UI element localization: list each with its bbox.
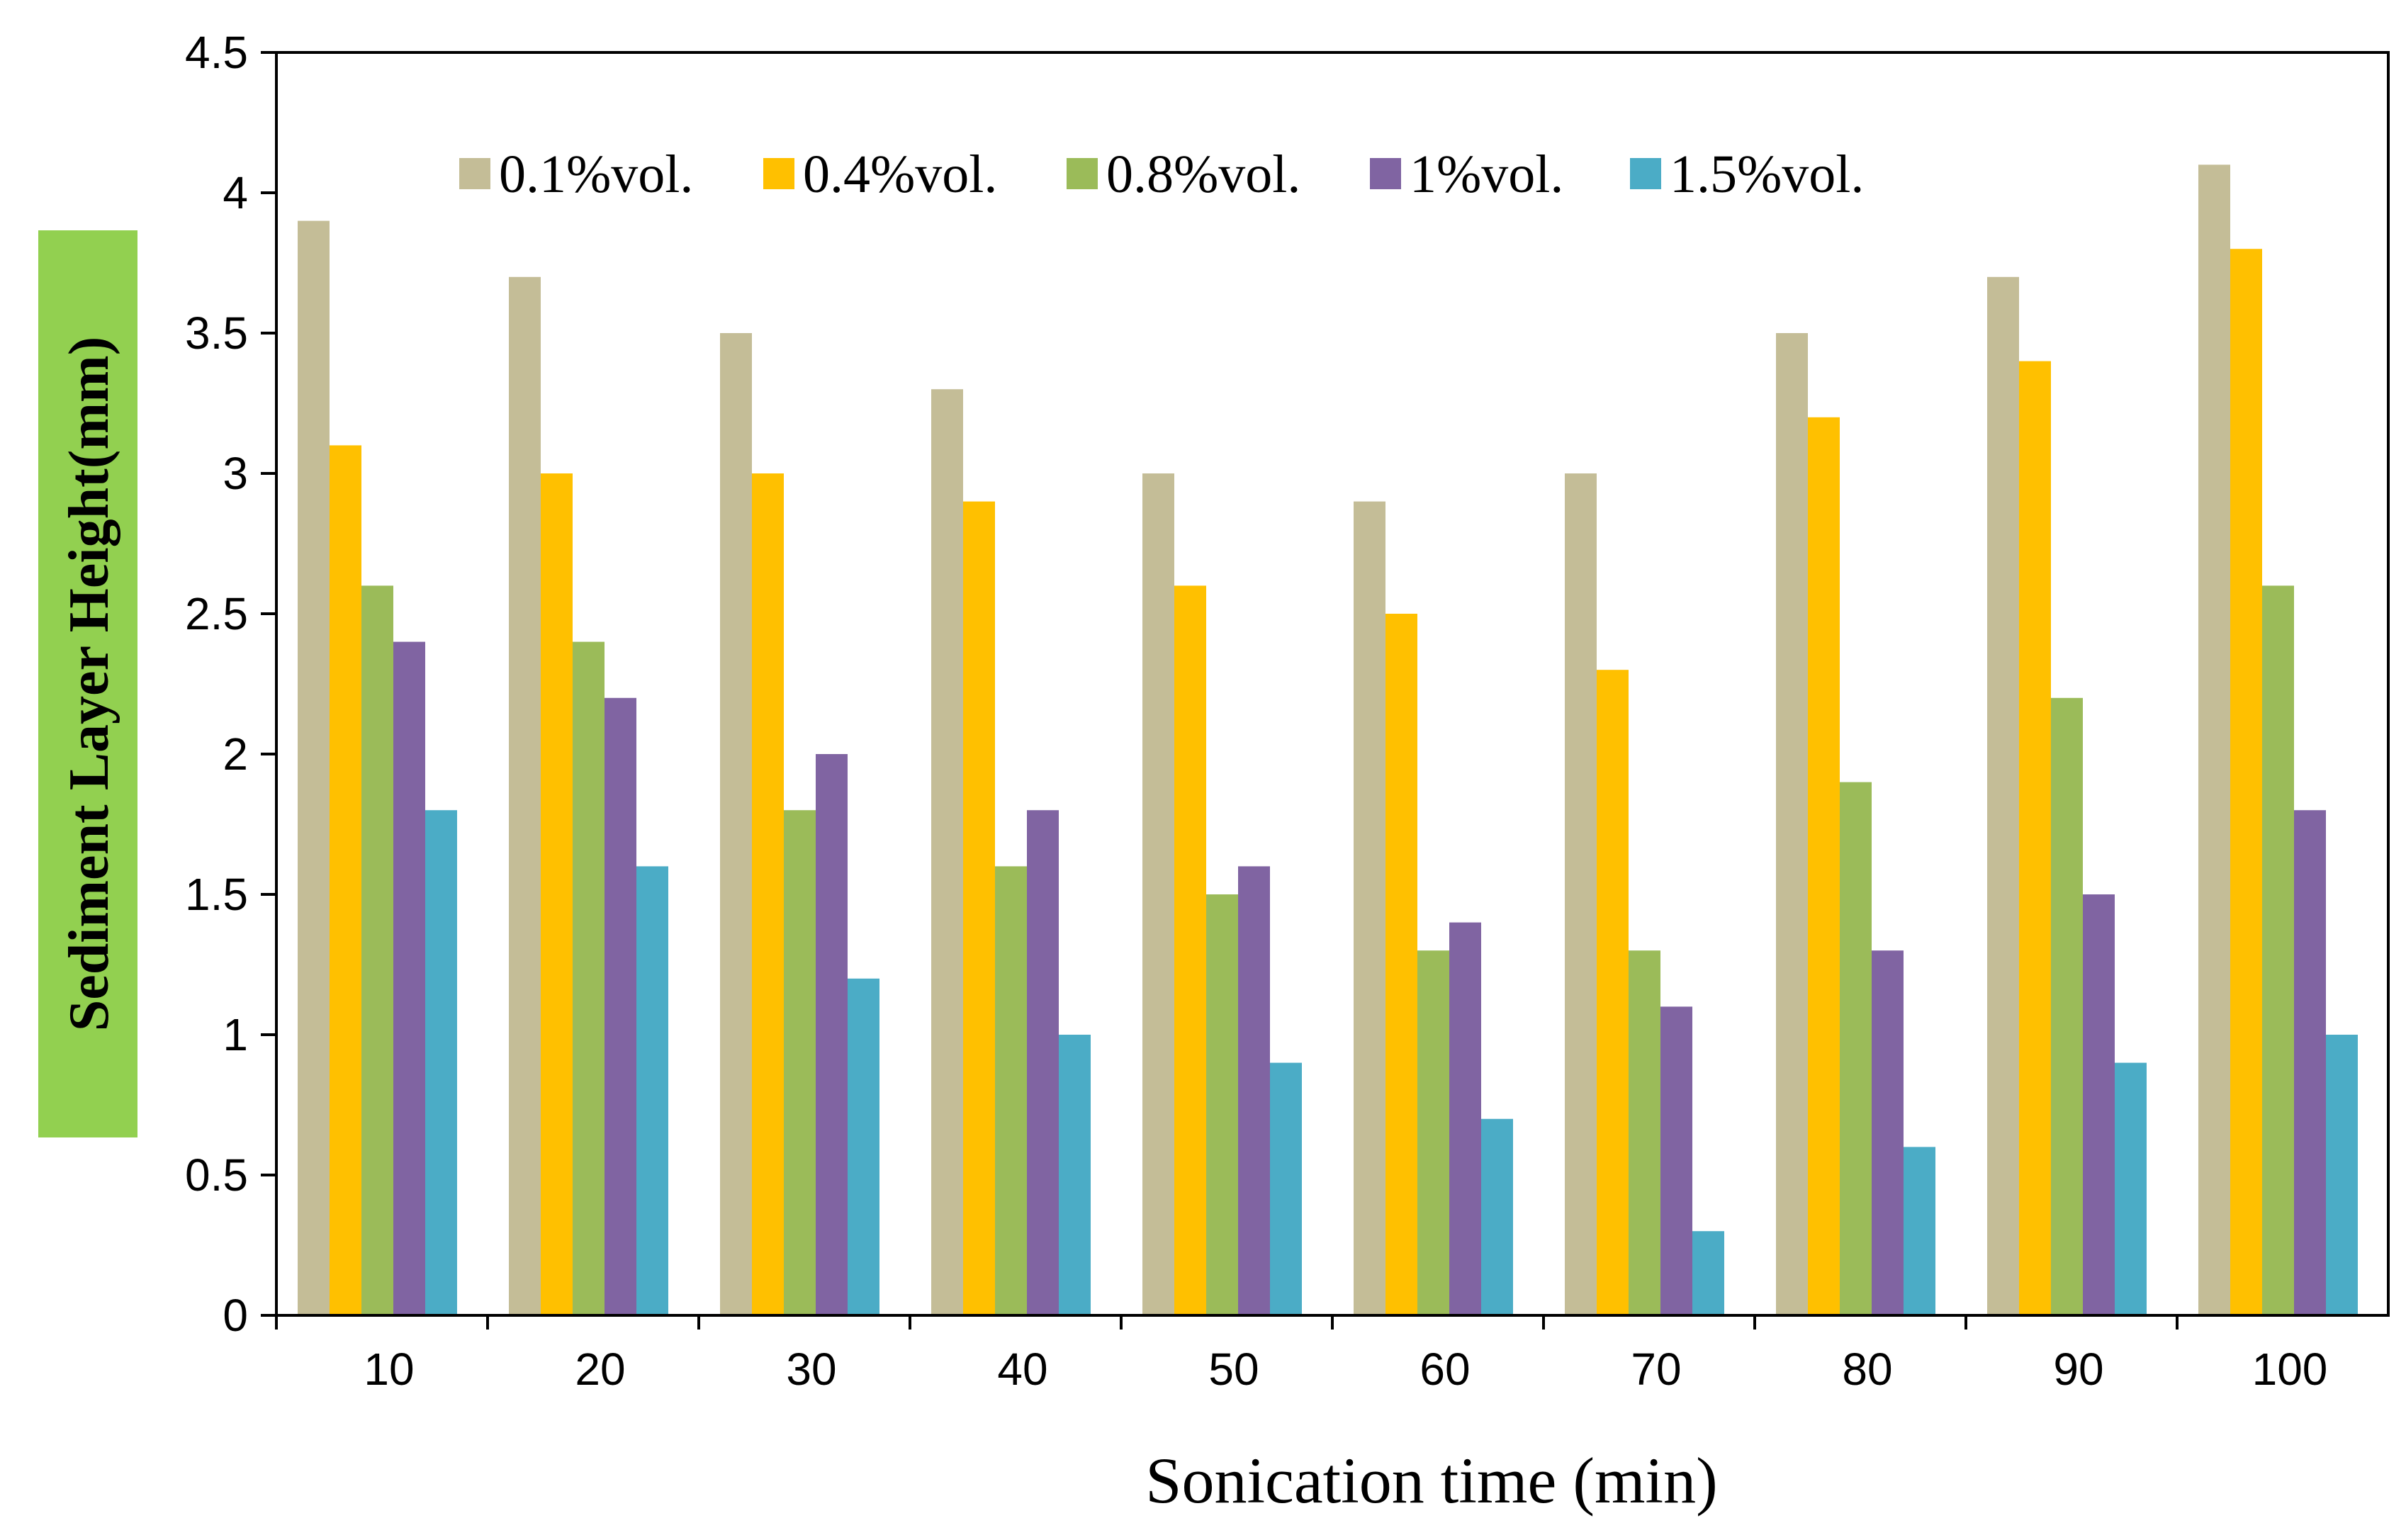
x-tick-label: 70 xyxy=(1631,1344,1681,1395)
bar-0-8-vol-30 xyxy=(784,810,816,1315)
x-tick-label: 10 xyxy=(364,1344,414,1395)
bar-0-8-vol-20 xyxy=(573,641,605,1315)
x-tick-label: 40 xyxy=(997,1344,1047,1395)
bar-1-5-vol-20 xyxy=(636,866,668,1315)
y-tick-label: 4.5 xyxy=(185,27,248,78)
y-tick-label: 0 xyxy=(223,1290,248,1341)
bar-0-4-vol-100 xyxy=(2230,249,2262,1316)
bar-1-5-vol-10 xyxy=(425,810,457,1315)
bar-1-vol-40 xyxy=(1027,810,1059,1315)
legend-swatch xyxy=(1630,158,1661,189)
bar-0-1-vol-80 xyxy=(1776,333,1808,1315)
x-tick-label: 100 xyxy=(2252,1344,2328,1395)
bar-0-1-vol-100 xyxy=(2198,164,2230,1315)
bar-1-5-vol-40 xyxy=(1059,1035,1091,1315)
bar-1-5-vol-80 xyxy=(1904,1147,1935,1315)
bar-1-5-vol-60 xyxy=(1481,1118,1513,1315)
x-tick-label: 80 xyxy=(1842,1344,1892,1395)
x-axis-ticks: 10 20 30 40 50 60 70 80 90 100 xyxy=(275,1315,2328,1395)
y-axis-title-highlight xyxy=(38,230,137,1137)
bar-1-5-vol-100 xyxy=(2326,1035,2358,1315)
legend-swatch xyxy=(1067,158,1098,189)
bar-1-5-vol-90 xyxy=(2115,1062,2147,1315)
y-axis-title: Sediment Layer Height(mm) xyxy=(58,337,120,1032)
bar-0-4-vol-70 xyxy=(1597,670,1629,1315)
legend-swatch xyxy=(459,158,490,189)
bar-1-5-vol-50 xyxy=(1270,1062,1302,1315)
bar-1-vol-100 xyxy=(2294,810,2326,1315)
x-tick-label: 50 xyxy=(1208,1344,1259,1395)
bar-1-vol-90 xyxy=(2083,894,2115,1315)
bar-0-1-vol-70 xyxy=(1565,473,1597,1315)
bar-0-1-vol-60 xyxy=(1354,501,1385,1315)
y-tick-label: 4 xyxy=(223,167,248,218)
x-tick-label: 30 xyxy=(786,1344,836,1395)
bar-1-vol-10 xyxy=(393,641,425,1315)
bar-1-5-vol-70 xyxy=(1692,1231,1724,1315)
bars-group xyxy=(298,164,2358,1316)
x-axis-title: Sonication time (min) xyxy=(1145,1444,1717,1517)
bar-0-8-vol-100 xyxy=(2262,585,2294,1315)
bar-0-4-vol-10 xyxy=(330,445,361,1315)
bar-0-8-vol-50 xyxy=(1206,894,1238,1315)
legend-label: 0.1%vol. xyxy=(499,145,693,204)
bar-0-8-vol-10 xyxy=(361,585,393,1315)
legend-label: 0.8%vol. xyxy=(1106,145,1300,204)
bar-0-8-vol-70 xyxy=(1629,950,1660,1315)
bar-0-1-vol-40 xyxy=(931,389,963,1316)
y-tick-label: 0.5 xyxy=(185,1150,248,1201)
legend-swatch xyxy=(763,158,794,189)
bar-0-1-vol-90 xyxy=(1987,276,2019,1315)
bar-1-vol-70 xyxy=(1660,1006,1692,1315)
bar-0-4-vol-80 xyxy=(1808,417,1840,1315)
legend-label: 0.4%vol. xyxy=(803,145,997,204)
bar-1-5-vol-30 xyxy=(848,978,879,1315)
bar-0-1-vol-50 xyxy=(1142,473,1174,1315)
y-tick-label: 1.5 xyxy=(185,869,248,920)
x-tick-label: 20 xyxy=(575,1344,625,1395)
legend-swatch xyxy=(1370,158,1401,189)
bar-0-1-vol-10 xyxy=(298,220,330,1316)
bar-0-4-vol-90 xyxy=(2019,361,2051,1316)
legend: 0.1%vol. 0.4%vol. 0.8%vol. 1%vol. 1.5%vol. xyxy=(459,145,1864,204)
y-axis-ticks: 0 0.5 1 1.5 2 2.5 3 3.5 4 4.5 xyxy=(185,27,276,1341)
bar-0-1-vol-20 xyxy=(509,276,541,1315)
bar-0-4-vol-30 xyxy=(752,473,784,1315)
bar-0-4-vol-20 xyxy=(541,473,573,1315)
x-tick-label: 60 xyxy=(1420,1344,1470,1395)
bar-0-1-vol-30 xyxy=(720,333,752,1315)
x-tick-label: 90 xyxy=(2053,1344,2103,1395)
y-tick-label: 2 xyxy=(223,729,248,780)
y-tick-label: 3 xyxy=(223,448,248,499)
bar-0-8-vol-80 xyxy=(1840,782,1872,1315)
bar-0-4-vol-60 xyxy=(1385,614,1417,1315)
bar-1-vol-80 xyxy=(1872,950,1904,1315)
bar-1-vol-30 xyxy=(816,754,848,1315)
bar-0-8-vol-40 xyxy=(995,866,1027,1315)
bar-0-8-vol-90 xyxy=(2051,697,2083,1315)
bar-1-vol-50 xyxy=(1238,866,1270,1315)
y-tick-label: 2.5 xyxy=(185,588,248,639)
bar-0-4-vol-50 xyxy=(1174,585,1206,1315)
legend-label: 1.5%vol. xyxy=(1670,145,1864,204)
y-tick-label: 3.5 xyxy=(185,308,248,359)
bar-0-4-vol-40 xyxy=(963,501,995,1315)
bar-1-vol-60 xyxy=(1449,922,1481,1315)
legend-label: 1%vol. xyxy=(1410,145,1563,204)
bar-1-vol-20 xyxy=(605,697,636,1315)
bar-0-8-vol-60 xyxy=(1417,950,1449,1315)
y-tick-label: 1 xyxy=(223,1009,248,1060)
